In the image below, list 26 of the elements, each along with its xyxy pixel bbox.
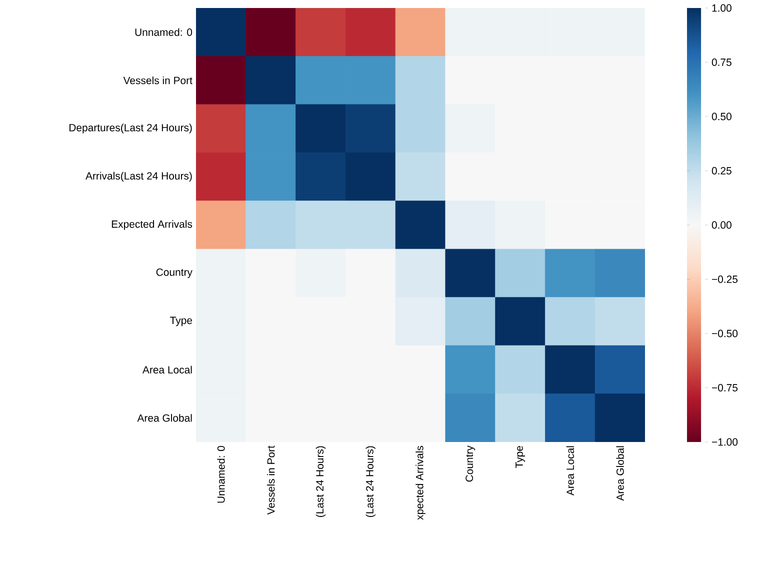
y-tick-label: Departures(Last 24 Hours)	[70, 124, 192, 134]
color-bar-label: 0.25	[712, 167, 732, 174]
x-tick-label: Type	[516, 446, 525, 468]
color-bar-label: −0.75	[712, 384, 738, 392]
y-tick-label: Country	[156, 268, 192, 278]
color-bar-label: −0.25	[712, 276, 738, 283]
x-tick-label: Country	[466, 446, 476, 482]
color-bar-label: 0.00	[712, 221, 732, 229]
x-tick-label: Area Global	[616, 446, 624, 501]
x-tick-label: Area Local	[566, 446, 574, 496]
y-tick-label: Area Local	[142, 366, 192, 374]
y-tick-label: Expected Arrivals	[112, 220, 192, 230]
y-tick-label: Vessels in Port	[123, 76, 192, 84]
y-tick-label: Area Global	[137, 414, 192, 422]
color-bar-label: −1.00	[712, 438, 738, 446]
color-bar-label: 1.00	[712, 4, 732, 12]
x-tick-label: (Last 24 Hours)	[366, 446, 376, 517]
x-tick-label: (Last 24 Hours)	[316, 446, 326, 517]
y-tick-label: Arrivals(Last 24 Hours)	[86, 172, 192, 182]
x-tick-label: xpected Arrivals	[416, 446, 426, 520]
x-tick-label: Vessels in Port	[266, 446, 275, 515]
color-bar-label: −0.50	[712, 330, 738, 338]
color-bar-label: 0.75	[712, 58, 732, 66]
y-tick-label: Unnamed: 0	[135, 28, 192, 36]
y-tick-label: Type	[170, 316, 192, 326]
color-bar-label: 0.50	[712, 112, 732, 120]
